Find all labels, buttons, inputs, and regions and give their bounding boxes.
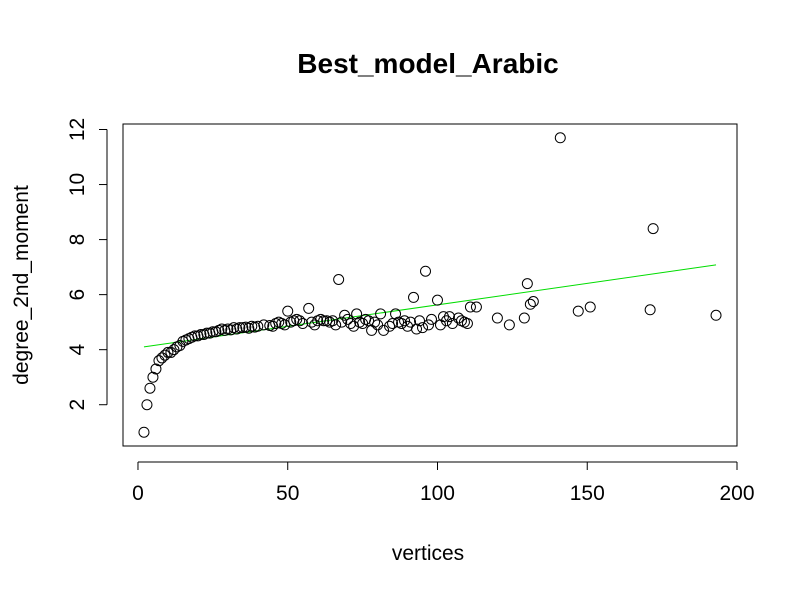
data-point [165, 346, 177, 358]
data-point [572, 305, 584, 317]
data-point [431, 294, 443, 306]
y-tick-label: 8 [66, 234, 89, 246]
data-point [554, 132, 566, 144]
data-point [387, 318, 399, 330]
data-point [417, 322, 429, 334]
data-point [153, 355, 165, 367]
data-point [390, 308, 402, 320]
data-point [318, 315, 330, 327]
data-point [411, 323, 423, 335]
x-axis: 0 50 100 150 200 [132, 461, 755, 505]
data-point [234, 322, 246, 334]
data-point [162, 346, 174, 358]
y-axis-label: degree_2nd_moment [10, 185, 33, 385]
chart-title: Best_model_Arabic [297, 48, 558, 79]
data-point [710, 309, 722, 321]
y-axis: 2 4 6 8 10 12 [66, 118, 108, 411]
data-point [279, 319, 291, 331]
data-point [644, 304, 656, 316]
data-point [252, 320, 264, 332]
x-tick-label: 150 [570, 482, 605, 505]
data-point [443, 311, 455, 323]
data-point [345, 318, 357, 330]
data-point [375, 308, 387, 320]
data-point [518, 312, 530, 324]
data-point [369, 316, 381, 328]
data-point [384, 320, 396, 332]
data-point [297, 318, 309, 330]
data-point [138, 426, 150, 438]
data-point [524, 298, 536, 310]
data-point [330, 319, 342, 331]
data-point [366, 324, 378, 336]
points-layer [138, 132, 722, 438]
y-tick-label: 12 [66, 118, 89, 141]
data-point [527, 296, 539, 308]
data-point [405, 316, 417, 328]
data-point [363, 315, 375, 327]
data-point [168, 344, 180, 356]
data-point [144, 382, 156, 394]
data-point [414, 315, 426, 327]
data-point [351, 308, 363, 320]
y-tick-label: 10 [66, 173, 89, 196]
plot-frame [122, 123, 738, 447]
data-point [420, 265, 432, 277]
data-point [399, 315, 411, 327]
data-point [378, 324, 390, 336]
data-point [372, 319, 384, 331]
data-point [282, 305, 294, 317]
y-tick-label: 6 [66, 289, 89, 301]
data-point [147, 371, 159, 383]
data-point [470, 301, 482, 313]
x-tick-label: 50 [276, 482, 299, 505]
x-tick-label: 200 [719, 482, 754, 505]
data-point [159, 349, 171, 361]
data-point [423, 319, 435, 331]
data-point [647, 223, 659, 235]
data-point [408, 291, 420, 303]
data-point [491, 312, 503, 324]
y-tick-label: 4 [66, 344, 89, 356]
data-point [336, 316, 348, 328]
data-point [141, 399, 153, 411]
data-point [189, 330, 201, 342]
data-point [333, 273, 345, 285]
data-point [243, 322, 255, 334]
data-point [425, 313, 437, 325]
data-point [303, 302, 315, 314]
data-point [201, 327, 213, 339]
data-point [150, 363, 162, 375]
data-point [584, 301, 596, 313]
x-tick-label: 0 [132, 482, 144, 505]
data-point [156, 352, 168, 364]
data-point [521, 278, 533, 290]
data-point [195, 329, 207, 341]
data-point [434, 319, 446, 331]
x-tick-label: 100 [420, 482, 455, 505]
data-point [461, 318, 473, 330]
x-axis-label: vertices [392, 542, 464, 565]
data-point [396, 318, 408, 330]
data-point [258, 319, 270, 331]
data-point [464, 301, 476, 313]
data-point [294, 315, 306, 327]
y-tick-label: 2 [66, 399, 89, 411]
data-point [452, 312, 464, 324]
data-point [503, 319, 515, 331]
